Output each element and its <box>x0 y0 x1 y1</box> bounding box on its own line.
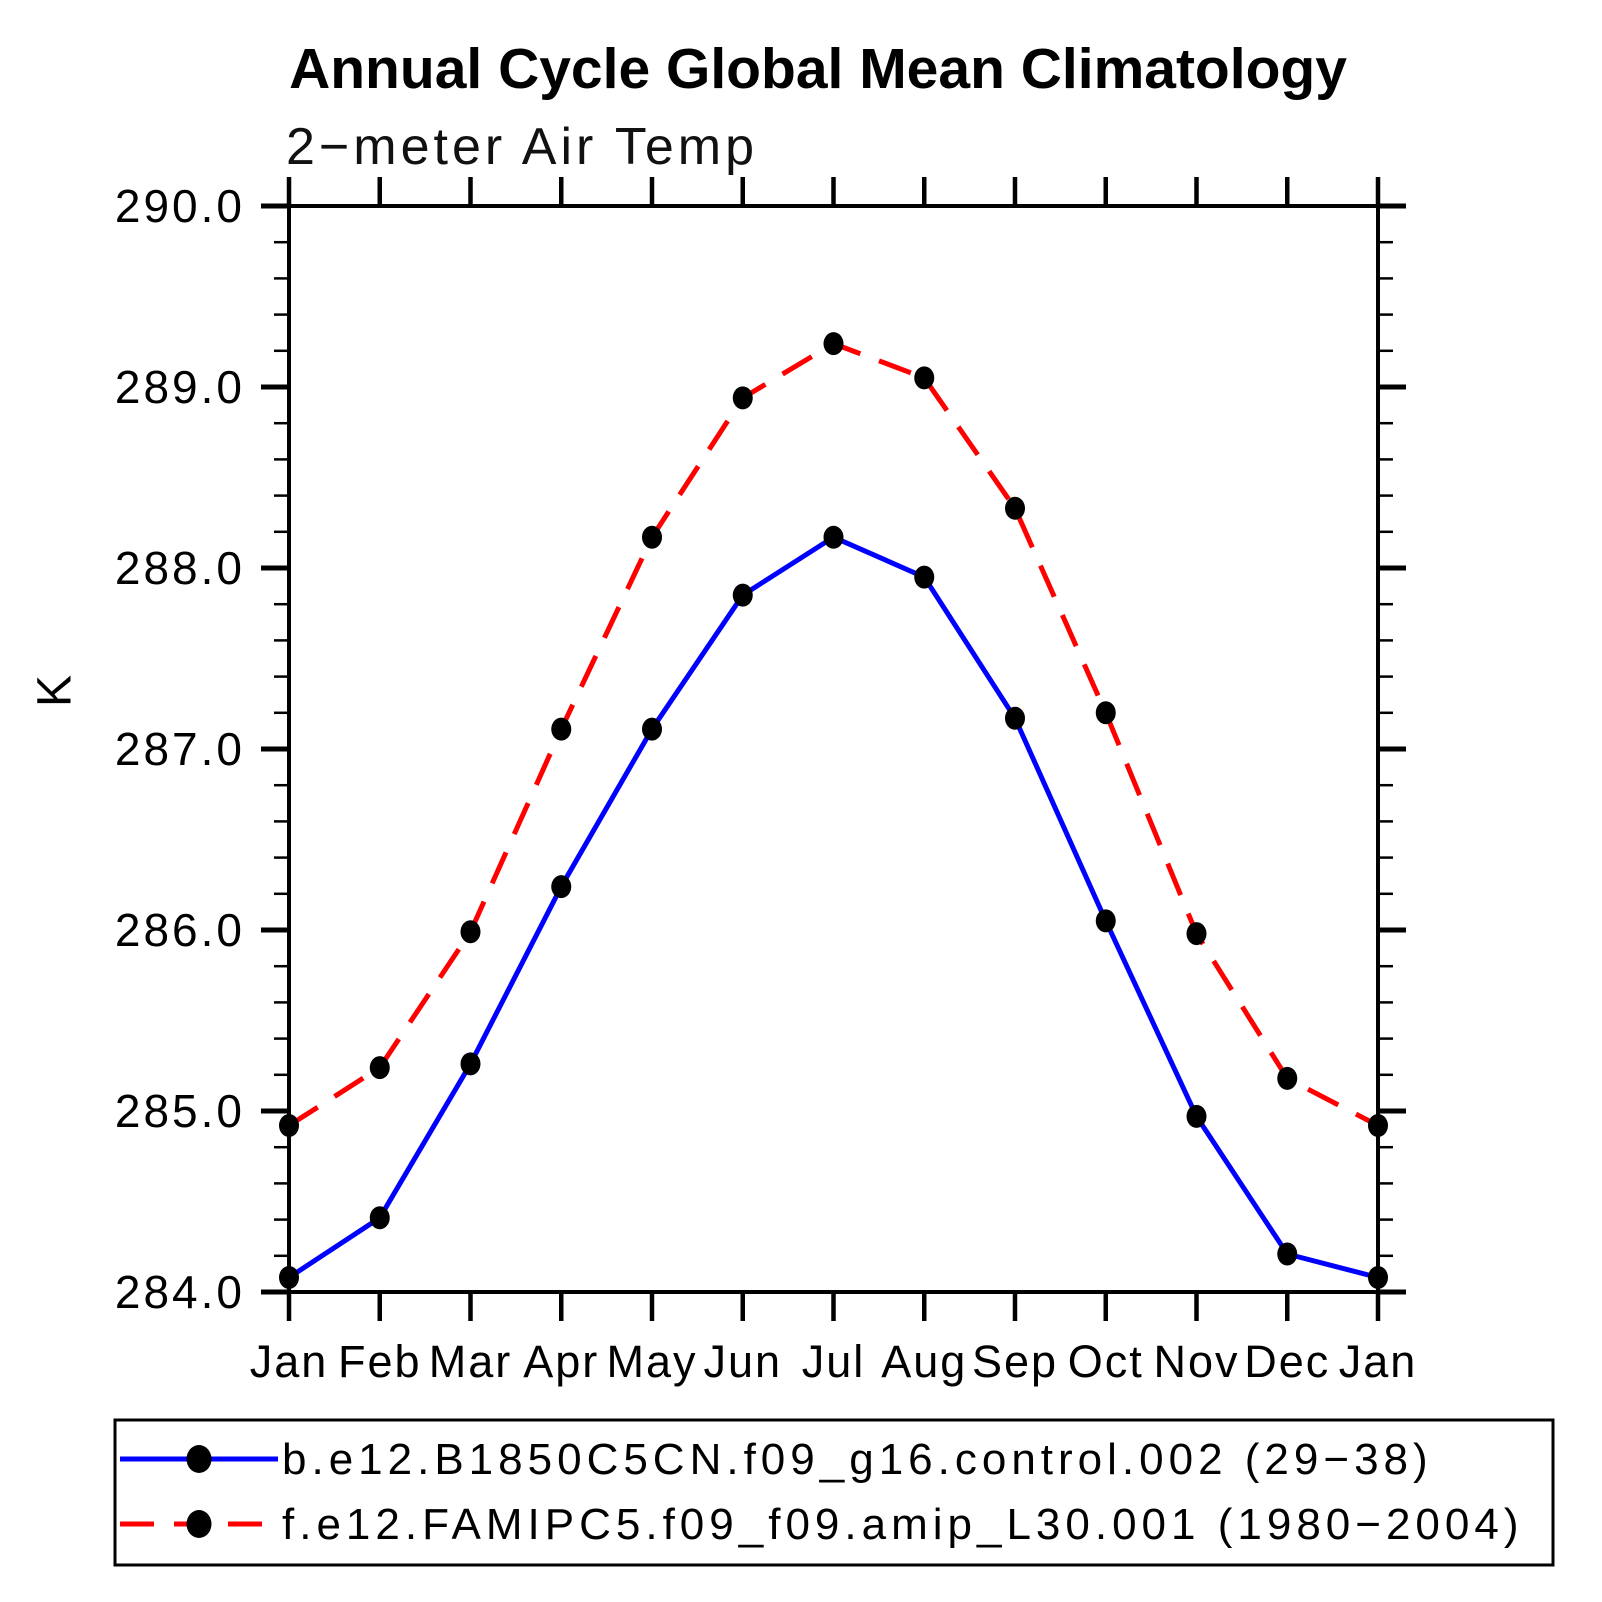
control-run-legend-marker <box>186 1445 212 1473</box>
control-run-data-point <box>914 565 935 589</box>
control-run-data-point <box>823 525 844 549</box>
amip-run-data-point <box>642 525 662 549</box>
amip-run-data-point <box>551 717 572 741</box>
x-tick-label: Jan <box>250 1336 329 1387</box>
y-tick-label: 288.0 <box>115 542 245 594</box>
control-run-data-point <box>369 1206 390 1230</box>
x-tick-label: Jan <box>1339 1336 1418 1387</box>
x-tick-label: Nov <box>1153 1336 1239 1387</box>
data-series <box>279 332 1388 1289</box>
amip-run-legend-marker <box>186 1510 212 1538</box>
amip-run-data-point <box>279 1114 299 1137</box>
x-tick-label: Dec <box>1244 1336 1330 1387</box>
control-run-data-point <box>460 1052 481 1076</box>
control-run-data-point <box>1005 706 1025 730</box>
control-run-data-point <box>1277 1242 1298 1266</box>
amip-run-line <box>287 340 1380 1128</box>
chart-title: Annual Cycle Global Mean Climatology <box>289 37 1347 101</box>
amip-run-legend-label: f.e12.FAMIPC5.f09_f09.amip_L30.001 (1980… <box>282 1500 1523 1549</box>
control-run-legend-label: b.e12.B1850C5CN.f09_g16.control.002 (29−… <box>282 1435 1433 1484</box>
amip-run-data-point <box>460 920 481 944</box>
x-tick-label: May <box>606 1336 697 1387</box>
y-tick-label: 286.0 <box>115 904 245 956</box>
x-tick-label: Oct <box>1068 1336 1144 1387</box>
x-tick-label: Apr <box>523 1336 599 1387</box>
x-tick-label: Aug <box>881 1336 967 1387</box>
amip-run-data-point <box>1186 922 1207 946</box>
amip-run-data-point <box>369 1056 390 1080</box>
control-run-data-point <box>642 717 662 741</box>
x-tick-label: Mar <box>429 1336 513 1387</box>
x-tick-label: Jul <box>802 1336 866 1387</box>
y-tick-label: 285.0 <box>115 1085 245 1137</box>
amip-run-data-point <box>1368 1114 1388 1137</box>
y-tick-label: 289.0 <box>115 361 245 413</box>
amip-run-data-point <box>732 386 753 410</box>
y-tick-label: 284.0 <box>115 1266 245 1318</box>
x-tick-label: Jun <box>703 1336 782 1387</box>
y-tick-label: 290.0 <box>115 180 245 232</box>
control-run-data-point <box>1186 1104 1207 1128</box>
amip-run-data-point <box>1277 1066 1298 1090</box>
control-run-line <box>287 534 1379 1280</box>
plot-frame <box>287 204 1380 1294</box>
y-tick-label: 287.0 <box>115 723 245 775</box>
x-tick-label: Sep <box>972 1336 1058 1387</box>
control-run-data-point <box>1095 909 1116 933</box>
chart-subtitle: 2−meter Air Temp <box>286 118 758 176</box>
control-run-data-point <box>279 1266 299 1289</box>
amip-run-data-point <box>823 332 844 356</box>
control-run-data-point <box>1368 1266 1388 1289</box>
x-tick-label: Feb <box>338 1336 422 1387</box>
legend-box <box>113 1418 1555 1567</box>
amip-run-data-point <box>1095 701 1116 725</box>
y-axis-unit-label: K <box>29 673 82 707</box>
legend: b.e12.B1850C5CN.f09_g16.control.002 (29−… <box>113 1418 1555 1567</box>
amip-run-data-point <box>914 366 935 390</box>
control-run-data-point <box>732 583 753 607</box>
amip-run-data-point <box>1005 496 1025 520</box>
control-run-data-point <box>551 875 572 899</box>
